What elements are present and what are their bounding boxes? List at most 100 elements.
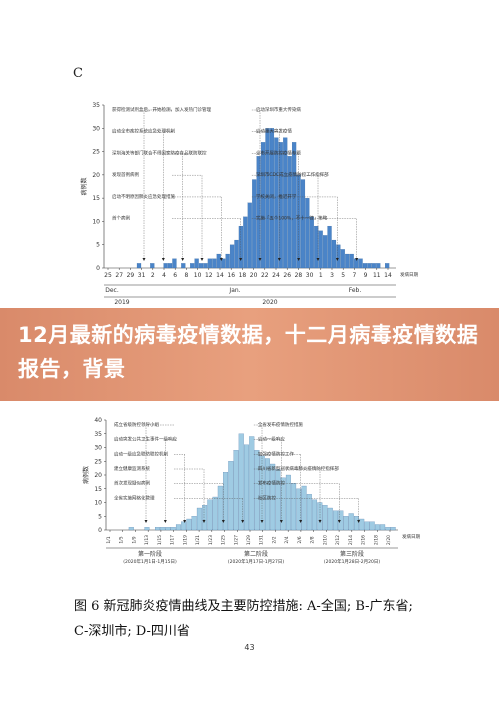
month-label: Feb.: [349, 287, 362, 294]
annotation-text: 启动不明原因肺炎应急处理措施: [112, 193, 175, 200]
bar: [163, 263, 168, 269]
annotation-arrow: [202, 520, 206, 523]
x-tick-label: 25: [104, 272, 112, 279]
x-tick-label: 14: [216, 272, 224, 279]
y-tick-label: 10: [92, 218, 100, 225]
bar: [136, 263, 142, 269]
x-tick-label: 4: [162, 272, 166, 279]
x-tick-label: 22: [261, 272, 269, 279]
x-tick-label: 10: [194, 272, 202, 279]
bar: [170, 527, 176, 531]
x-tick-label: 11: [373, 272, 381, 279]
month-label: Dec.: [105, 287, 119, 294]
y-tick-label: 35: [94, 431, 102, 438]
annotation-arrow: [260, 520, 264, 523]
headline-title[interactable]: 12月最新的病毒疫情数据，十二月病毒疫情数据报告，背景: [18, 323, 479, 381]
bar: [371, 263, 376, 269]
annotation-text: 全省发布疫情防控措施: [258, 421, 303, 428]
annotation-arrow: [142, 258, 146, 261]
bar: [362, 263, 368, 269]
y-tick-label: 0: [98, 527, 102, 534]
y-tick-label: 5: [98, 513, 102, 520]
annotation-text: 获得检测试剂盒后，开始检测，加入发热门诊管理: [112, 106, 211, 113]
annotation-text: 四川省新型冠状病毒肺炎疫情防控指挥部: [258, 465, 339, 472]
x-axis-end-label: 发病日期: [402, 533, 420, 540]
bar: [327, 507, 333, 531]
bar: [233, 450, 239, 531]
bar: [202, 505, 208, 531]
bar: [265, 128, 270, 269]
x-tick-label: 7: [352, 272, 356, 279]
bar: [247, 202, 252, 269]
bar: [367, 263, 372, 269]
x-tick-label: 1/25: [221, 535, 227, 545]
y-tick-label: 25: [92, 149, 100, 156]
bar: [291, 142, 297, 269]
annotation-arrow: [357, 520, 361, 523]
bar: [287, 156, 292, 269]
annotation-arrow: [318, 520, 322, 523]
annotation-arrow: [239, 258, 243, 261]
annotation-text: 成立省级防控领导小组: [114, 421, 159, 428]
annotation-arrow: [144, 520, 148, 523]
phase-label: 第三阶段: [340, 550, 364, 558]
bar: [203, 263, 208, 269]
bar: [274, 137, 279, 269]
x-tick-label: 1/9: [131, 536, 137, 543]
bar: [359, 518, 365, 531]
x-tick-label: 1: [319, 272, 323, 279]
y-tick-label: 35: [92, 102, 100, 109]
annotation-text: 启动全市疾控系统应急处理机制: [112, 128, 175, 135]
y-axis-label: 病例数: [80, 177, 88, 195]
bar: [207, 258, 212, 269]
annotation-text: 发现首例病例: [112, 171, 139, 178]
x-tick-label: 2/18: [373, 535, 379, 545]
x-tick-label: 31: [138, 272, 146, 279]
annotation-arrow: [183, 520, 187, 523]
phase-date-label: (2020年1月17日-1月27日): [228, 558, 285, 565]
x-axis-end-label: 发病日期: [400, 271, 418, 278]
annotation-text: 社区防控: [258, 494, 276, 501]
x-tick-label: 3: [330, 272, 334, 279]
page-number: 43: [244, 643, 255, 652]
x-tick-label: 20: [250, 272, 258, 279]
bar: [301, 485, 307, 531]
bar: [374, 524, 380, 531]
bar: [128, 527, 134, 531]
bar: [150, 263, 155, 269]
bar: [252, 179, 257, 269]
x-tick-label: 6: [173, 272, 177, 279]
bar: [207, 499, 213, 531]
bar: [348, 513, 354, 531]
bar: [194, 258, 199, 269]
bar: [312, 499, 318, 531]
bar: [280, 477, 286, 531]
bar: [349, 253, 354, 269]
y-axis-label: 病例数: [82, 466, 90, 484]
bar: [254, 450, 260, 531]
bar: [181, 263, 186, 269]
annotation-text: 首个病例: [112, 215, 130, 222]
caption-line-1: 图 6 新冠肺炎疫情曲线及主要防控措施: A-全国; B-广东省;: [74, 599, 413, 614]
annotation-arrow: [335, 258, 339, 261]
x-tick-label: 24: [272, 272, 280, 279]
annotation-arrow: [337, 520, 341, 523]
bar: [238, 433, 244, 531]
bar: [380, 524, 386, 531]
bar: [333, 510, 338, 531]
y-tick-label: 15: [94, 486, 102, 493]
x-tick-label: 16: [227, 272, 235, 279]
bar: [296, 488, 302, 531]
x-tick-label: 2/6: [297, 536, 303, 543]
bar: [269, 128, 275, 269]
y-tick-label: 30: [94, 445, 102, 452]
bar: [212, 496, 218, 531]
x-tick-label: 1/31: [259, 535, 265, 545]
bar: [167, 263, 173, 269]
annotation-text: 全市开展防控疫情专题: [256, 149, 301, 156]
bar: [212, 258, 217, 269]
x-tick-label: 2/12: [335, 535, 341, 545]
x-tick-label: 2/4: [284, 536, 290, 543]
panel-label-c: C: [73, 66, 83, 81]
